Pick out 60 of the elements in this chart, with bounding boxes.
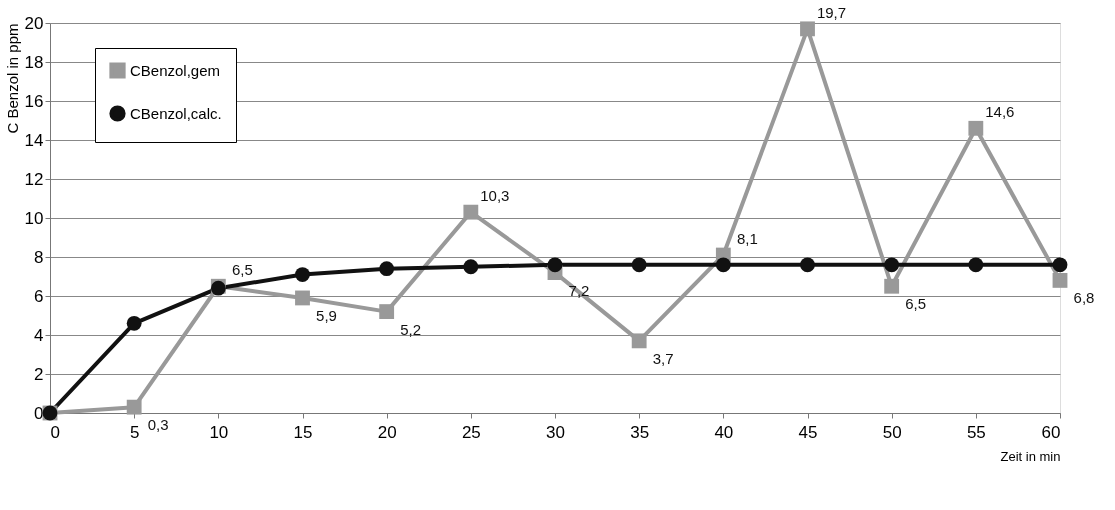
point [295, 267, 310, 282]
point [126, 315, 142, 331]
x-tick-label: 25 [461, 422, 481, 442]
data-label: 0,3 [147, 416, 169, 434]
point [968, 120, 984, 136]
legend-label: CBenzol,gem [130, 61, 221, 79]
data-label: 5,2 [400, 320, 422, 338]
y-tick-label: 12 [24, 169, 44, 189]
point [884, 278, 900, 294]
x-tick-label: 15 [293, 422, 313, 442]
point [968, 257, 984, 273]
data-label: 3,7 [652, 349, 674, 367]
point [379, 261, 395, 277]
y-tick-label: 10 [24, 208, 44, 228]
data-label: 6,8 [1073, 289, 1095, 307]
x-tick-label: 35 [630, 422, 650, 442]
point [547, 257, 563, 273]
x-tick-label: 20 [377, 422, 397, 442]
y-tick-label: 0 [34, 403, 44, 423]
point [884, 257, 900, 273]
point [1052, 272, 1068, 288]
data-label: 5,9 [316, 306, 337, 324]
y-tick-label: 8 [34, 247, 44, 267]
x-tick-label: 45 [798, 422, 818, 442]
data-label: 6,5 [231, 261, 253, 279]
y-tick-label: 4 [34, 325, 44, 345]
y-tick-label: 20 [24, 13, 44, 33]
point [715, 257, 731, 273]
y-tick-label: 16 [24, 91, 44, 111]
point [295, 290, 310, 306]
point [463, 259, 479, 275]
y-tick-label: 18 [24, 52, 44, 72]
point [631, 333, 647, 349]
y-tick-label: 14 [24, 130, 44, 150]
x-axis-title: Zeit in min [1000, 448, 1061, 464]
x-tick-label: 55 [966, 422, 986, 442]
data-label: 19,7 [816, 3, 847, 21]
x-tick-label: 10 [209, 422, 229, 442]
point [379, 304, 395, 320]
legend-label: CBenzol,calc. [130, 104, 222, 122]
y-axis-title: C Benzol in ppm [3, 23, 21, 134]
x-tick-label: 30 [546, 422, 565, 442]
data-label: 10,3 [480, 187, 510, 205]
x-tick-label: 60 [1041, 422, 1061, 442]
y-tick-label: 6 [34, 286, 44, 306]
x-tick-label: 5 [129, 422, 140, 442]
point [126, 399, 142, 415]
point [463, 204, 479, 220]
data-label: 7,2 [568, 281, 590, 299]
x-tick-label: 50 [882, 422, 902, 442]
data-label: 6,5 [905, 295, 927, 313]
point [800, 21, 815, 37]
data-label: 8,1 [736, 230, 758, 248]
x-tick-label: 0 [50, 422, 60, 442]
point [1052, 257, 1068, 273]
y-tick-label: 2 [34, 364, 44, 384]
x-tick-label: 40 [714, 422, 734, 442]
data-label: 14,6 [985, 103, 1015, 121]
point [800, 257, 815, 273]
point [631, 257, 647, 273]
